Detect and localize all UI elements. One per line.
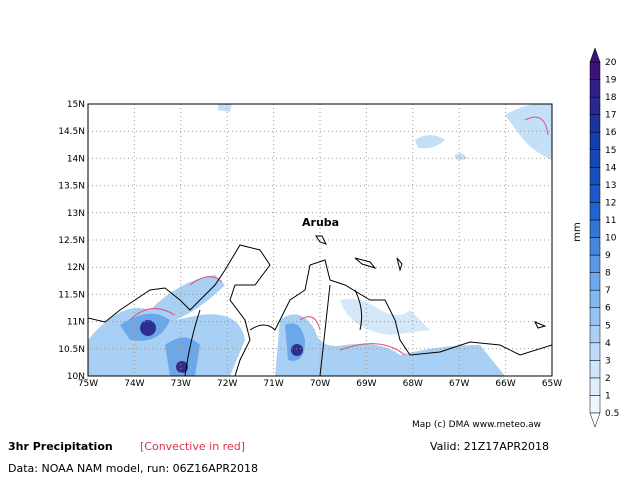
lon-label: 72W [217,379,237,389]
lat-label: 10N [67,372,85,382]
colorbar-segment [589,307,601,326]
colorbar-label: 16 [605,128,617,138]
colorbar-label: 11 [605,216,616,226]
lat-label: 12N [67,263,85,273]
colorbar-label: 12 [605,198,616,208]
colorbar-segment [589,79,601,98]
colorbar-label: 6 [605,304,611,314]
coastlines [88,235,552,376]
lat-label: 13N [67,209,85,219]
lat-label: 15N [67,100,85,110]
lon-label: 74W [124,379,144,389]
colorbar-segment [589,342,601,361]
colorbar-segment [589,131,601,150]
colorbar-segment [589,395,601,414]
colorbar-label: 8 [605,269,611,279]
lon-label: 73W [171,379,191,389]
colorbar-cap [589,412,601,428]
colorbar-segment [589,202,601,221]
colorbar-label: 9 [605,251,611,261]
colorbar-label: 3 [605,356,611,366]
colorbar-segment [589,360,601,379]
colorbar-segment [589,377,601,396]
colorbar-label: 14 [605,163,617,173]
lon-label: 68W [403,379,423,389]
colorbar-segment [589,61,601,80]
colorbar-segment [589,272,601,291]
colorbar-label: 4 [605,339,611,349]
colorbar-label: 17 [605,111,616,121]
colorbar-segment [589,289,601,308]
credit: Map (c) DMA www.meteo.aw [412,420,541,430]
valid-time: Valid: 21Z17APR2018 [430,440,550,453]
place-label: Aruba [302,216,339,229]
colorbar-segment [589,325,601,344]
convective-note: [Convective in red] [140,440,245,453]
lat-label: 10.5N [58,345,85,355]
lon-label: 70W [310,379,330,389]
colorbar-segment [589,184,601,203]
lon-label: 66W [495,379,515,389]
lat-label: 14.5N [58,127,85,137]
colorbar-unit: mm [572,222,583,241]
colorbar-label: 19 [605,76,617,86]
colorbar-segment [589,237,601,256]
colorbar-segment [589,96,601,115]
lat-label: 12.5N [58,236,85,246]
colorbar-label: 0.5 [605,409,619,419]
precipitation [88,104,552,376]
colorbar-segment [589,219,601,238]
lat-label: 14N [67,154,85,164]
lat-label: 13.5N [58,182,85,192]
lat-label: 11N [67,318,85,328]
lon-label: 69W [356,379,376,389]
lon-label: 71W [263,379,283,389]
colorbar-segment [589,167,601,186]
map-frame [87,103,553,377]
colorbar-cap [589,47,601,63]
colorbar-segment [589,254,601,273]
colorbar-label: 7 [605,286,611,296]
colorbar-label: 5 [605,321,611,331]
colorbar-label: 20 [605,58,617,68]
colorbar-label: 18 [605,93,617,103]
lat-label: 11.5N [58,290,85,300]
lon-label: 65W [542,379,562,389]
colorbar-label: 15 [605,146,616,156]
lon-label: 67W [449,379,469,389]
title: 3hr Precipitation [8,440,113,453]
data-source: Data: NOAA NAM model, run: 06Z16APR2018 [8,462,258,475]
colorbar-label: 2 [605,374,611,384]
colorbar-label: 10 [605,234,617,244]
colorbar-segment [589,114,601,133]
colorbar-segment [589,149,601,168]
colorbar-label: 1 [605,391,611,401]
colorbar-label: 13 [605,181,616,191]
lon-label: 75W [78,379,98,389]
